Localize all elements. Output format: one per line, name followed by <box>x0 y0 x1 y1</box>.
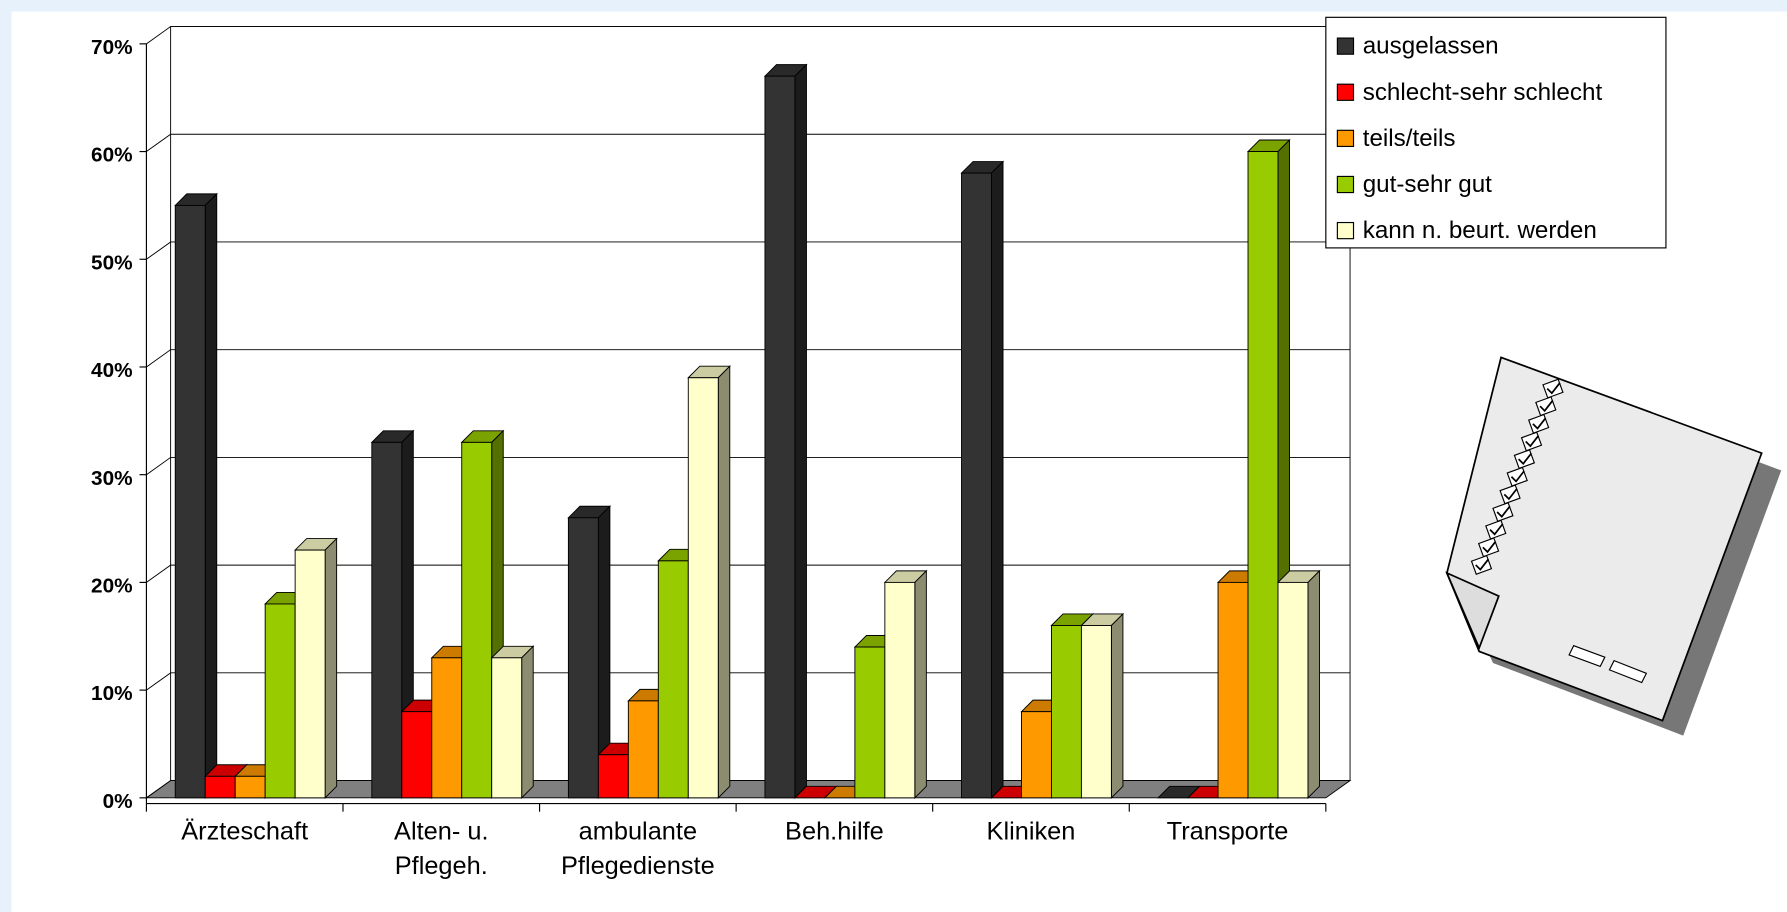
legend-swatch <box>1336 83 1355 101</box>
y-tick-label: 10% <box>91 682 133 705</box>
legend-label: kann n. beurt. werden <box>1363 217 1597 244</box>
bar <box>491 657 523 799</box>
bar <box>597 754 629 799</box>
bar <box>1080 625 1112 799</box>
legend-box <box>1325 16 1667 249</box>
bar <box>567 517 599 799</box>
x-tick-label: Kliniken <box>986 816 1076 846</box>
bar-side <box>914 569 927 799</box>
bar <box>657 560 689 799</box>
clipart-fold <box>1445 571 1500 651</box>
bar-side <box>991 160 1004 799</box>
bar <box>264 603 296 799</box>
x-tick-label: Alten- u. Pflegeh. <box>394 816 489 880</box>
grid-line <box>146 456 1351 476</box>
legend-swatch <box>1336 129 1355 148</box>
bar <box>1277 581 1309 799</box>
clipart-field <box>1568 644 1606 668</box>
x-tick-label-box: Beh.hilfe <box>785 816 884 846</box>
x-tick-label: Ärzteschaft <box>181 816 309 846</box>
clipart <box>1445 356 1782 736</box>
x-tick-label-box: Alten- u. Pflegeh. <box>394 816 489 880</box>
bar <box>1247 151 1279 799</box>
clipart-check <box>1475 558 1490 571</box>
clipart-check <box>1539 399 1554 413</box>
grid-line <box>146 133 1351 152</box>
clipart-check <box>1503 488 1518 501</box>
clipart-check <box>1517 452 1532 466</box>
bar-side <box>717 365 731 799</box>
bar <box>1021 711 1052 799</box>
y-tick-label: 50% <box>91 251 133 274</box>
bar <box>854 646 886 799</box>
legend-label: teils/teils <box>1363 125 1456 152</box>
bar <box>401 711 433 799</box>
y-tick-label: 40% <box>91 359 133 382</box>
bar <box>174 204 206 799</box>
legend-label: schlecht-sehr schlecht <box>1363 79 1603 106</box>
legend-swatch <box>1336 175 1355 194</box>
x-tick-label-box: Kliniken <box>986 816 1076 846</box>
grid-line <box>146 241 1351 260</box>
grid-line <box>146 780 1351 799</box>
grid-line <box>146 672 1351 691</box>
bar-side <box>794 63 807 799</box>
bar-side <box>521 645 534 799</box>
x-tick-label-box: ambulante Pflegedienste <box>560 816 715 880</box>
bar <box>461 441 493 799</box>
bar <box>764 75 796 799</box>
grid-line <box>146 564 1351 583</box>
y-tick-label: 0% <box>103 790 133 813</box>
bar <box>1217 581 1249 799</box>
bar <box>961 172 992 799</box>
legend-label: ausgelassen <box>1363 33 1499 60</box>
y-tick-label: 70% <box>91 36 133 59</box>
legend-swatch <box>1336 221 1355 240</box>
x-tick-label-box: Ärzteschaft <box>181 816 309 846</box>
legend-swatch <box>1336 37 1355 55</box>
legend-label: gut-sehr gut <box>1363 171 1492 198</box>
bar <box>234 775 266 799</box>
x-tick-label: Transporte <box>1166 816 1289 846</box>
x-tick-label: ambulante Pflegedienste <box>560 816 715 880</box>
x-tick-label-box: Transporte <box>1166 816 1289 846</box>
clipart-check <box>1525 435 1540 448</box>
bar <box>627 700 659 799</box>
clipart-check <box>1496 505 1511 518</box>
clipart-check <box>1532 417 1547 430</box>
bar <box>204 775 236 799</box>
bar-side <box>1307 569 1320 799</box>
bar <box>294 549 326 799</box>
x-tick-label: Beh.hilfe <box>785 816 884 846</box>
clipart-check <box>1510 470 1525 483</box>
grid-line <box>146 349 1351 368</box>
bar <box>687 377 719 799</box>
back-wall <box>170 26 1351 782</box>
bar-side <box>324 537 338 799</box>
grid-line <box>146 26 1351 45</box>
bar-side <box>1110 612 1124 799</box>
clipart-check <box>1489 523 1504 536</box>
y-tick-label: 30% <box>91 467 133 490</box>
bar-side <box>204 192 218 799</box>
bar <box>1050 625 1082 799</box>
clipart-check <box>1546 382 1561 395</box>
bar <box>884 581 916 799</box>
y-tick-label: 60% <box>91 144 133 167</box>
clipart-check <box>1482 541 1497 554</box>
bar <box>371 441 403 799</box>
bar <box>431 657 463 799</box>
y-tick-label: 20% <box>91 575 133 598</box>
clipart-field <box>1608 659 1648 684</box>
